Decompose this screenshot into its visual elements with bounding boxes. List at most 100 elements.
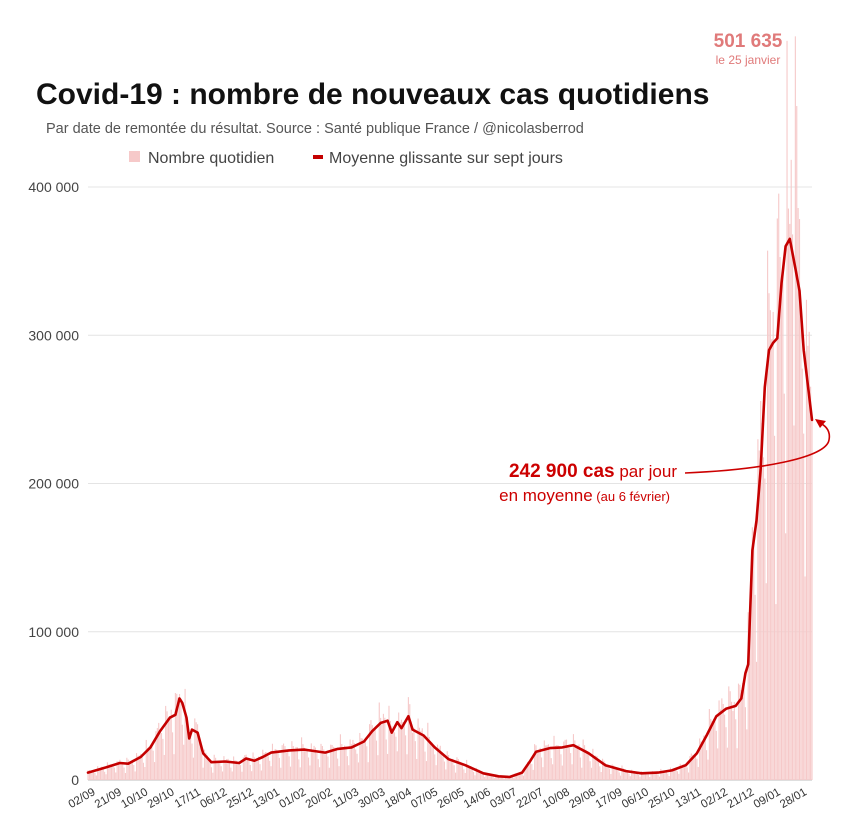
daily-bar xyxy=(516,773,518,780)
daily-bar xyxy=(685,765,687,780)
daily-bar xyxy=(104,771,106,780)
chart-title: Covid-19 : nombre de nouveaux cas quotid… xyxy=(36,78,709,111)
daily-bar xyxy=(445,769,447,780)
daily-bar xyxy=(735,719,737,780)
daily-bar xyxy=(473,771,475,780)
daily-bar xyxy=(88,769,90,780)
daily-bar xyxy=(780,288,783,780)
daily-bar xyxy=(263,752,265,780)
peak-date-label: le 25 janvier xyxy=(716,53,781,67)
daily-bar xyxy=(309,765,311,780)
daily-bar xyxy=(749,610,751,780)
daily-bar xyxy=(478,769,480,780)
daily-bar xyxy=(665,770,667,780)
daily-bar xyxy=(353,743,355,780)
annotation-line2-small: (au 6 février) xyxy=(593,489,670,504)
x-tick-label: 03/07 xyxy=(488,786,519,811)
daily-bar xyxy=(278,757,280,780)
daily-bar xyxy=(234,760,236,780)
daily-bar xyxy=(590,767,593,780)
daily-bar xyxy=(436,744,439,780)
daily-bar xyxy=(344,745,346,780)
daily-bar xyxy=(579,757,581,780)
daily-bar xyxy=(577,745,579,780)
daily-bar xyxy=(126,757,128,780)
daily-bar xyxy=(613,765,615,780)
daily-bar xyxy=(266,752,268,780)
daily-bar xyxy=(461,764,464,780)
daily-bar xyxy=(486,773,489,780)
daily-bar xyxy=(604,762,606,780)
daily-bar xyxy=(474,775,476,780)
daily-bar xyxy=(740,689,742,780)
daily-bar xyxy=(147,747,149,780)
daily-bar xyxy=(431,742,433,780)
daily-bar xyxy=(370,720,372,780)
daily-bar xyxy=(588,754,590,780)
daily-bar xyxy=(611,764,613,780)
daily-bar xyxy=(790,159,792,780)
daily-bar xyxy=(650,771,652,780)
daily-bar xyxy=(94,772,96,780)
daily-bar xyxy=(307,757,310,780)
daily-bar xyxy=(442,756,444,780)
daily-bar xyxy=(511,777,513,780)
daily-bar xyxy=(178,694,181,780)
daily-bar xyxy=(615,767,617,780)
daily-bar xyxy=(467,765,469,780)
daily-bar xyxy=(801,368,803,780)
daily-bar xyxy=(693,757,695,780)
daily-bar xyxy=(424,751,426,780)
daily-bar xyxy=(689,756,691,780)
daily-bar xyxy=(208,758,210,780)
daily-bar xyxy=(337,758,339,780)
daily-bar xyxy=(421,728,423,780)
daily-bar xyxy=(238,763,240,780)
daily-bar xyxy=(628,773,630,780)
daily-bar xyxy=(106,762,108,780)
daily-bar xyxy=(522,775,525,780)
daily-bar xyxy=(237,762,239,780)
x-tick-label: 17/09 xyxy=(594,786,625,811)
y-tick-label: 400 000 xyxy=(28,179,79,195)
daily-bar xyxy=(288,756,290,780)
daily-bar xyxy=(568,747,570,780)
daily-bar xyxy=(90,771,92,780)
daily-bar xyxy=(707,759,709,780)
daily-bar xyxy=(457,759,459,780)
peak-annotation: 501 635 le 25 janvier xyxy=(714,31,783,67)
daily-bar xyxy=(807,345,809,780)
x-tick-label: 09/01 xyxy=(752,786,783,811)
daily-bar xyxy=(525,764,527,780)
daily-bar xyxy=(626,770,629,780)
daily-bar xyxy=(718,700,720,780)
daily-bar xyxy=(102,767,104,780)
daily-bar xyxy=(471,768,473,780)
daily-bar xyxy=(441,751,443,780)
daily-bar xyxy=(643,772,645,780)
x-tick-label: 07/05 xyxy=(409,786,440,811)
daily-bar xyxy=(646,772,648,780)
daily-bar xyxy=(545,745,547,780)
daily-bar xyxy=(496,774,498,780)
daily-bar xyxy=(169,716,171,780)
daily-bar xyxy=(216,761,218,780)
daily-bar xyxy=(420,730,422,780)
annotation-arrow xyxy=(684,421,831,474)
daily-bar xyxy=(203,749,206,780)
daily-bar xyxy=(191,743,193,780)
daily-bar xyxy=(413,727,415,780)
daily-bar xyxy=(317,759,319,780)
daily-bar xyxy=(310,743,312,780)
x-tick-label: 22/07 xyxy=(515,786,546,811)
daily-bar xyxy=(209,759,211,780)
daily-bar xyxy=(703,735,705,780)
daily-bar xyxy=(274,748,276,780)
daily-bar xyxy=(167,718,169,780)
daily-bar xyxy=(607,766,609,780)
daily-bar xyxy=(792,234,794,780)
daily-bar xyxy=(221,771,224,780)
daily-bar xyxy=(468,766,470,780)
daily-bar xyxy=(798,219,801,781)
